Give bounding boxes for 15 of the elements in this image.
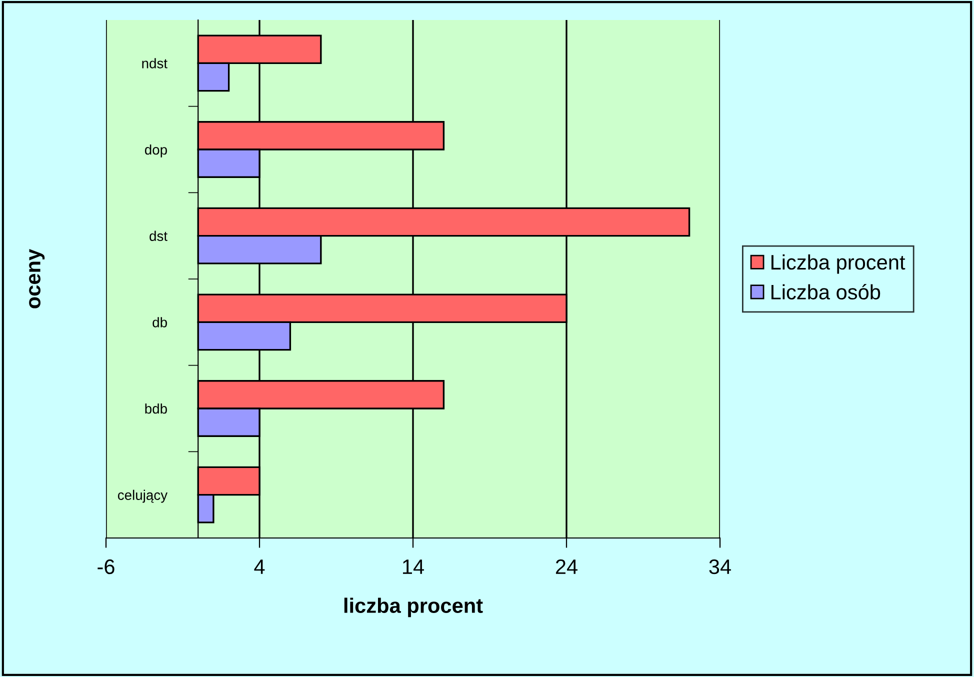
y-axis-title: oceny: [29, 249, 45, 308]
legend-label: Liczba osób: [771, 284, 880, 300]
y-tick-label: celujący: [118, 490, 168, 503]
x-tick-label: 4: [254, 560, 265, 574]
y-tick-label: dop: [144, 144, 167, 158]
x-tick-label: -6: [98, 559, 114, 574]
x-axis-title: liczba procent: [344, 598, 483, 618]
y-tick-label: ndst: [142, 58, 168, 68]
x-tick-label: 34: [709, 559, 731, 574]
y-tick-label: dst: [150, 230, 168, 242]
legend-label: Liczba procent: [771, 254, 906, 274]
x-tick-label: 24: [556, 559, 578, 574]
y-tick-label: db: [152, 317, 167, 328]
y-tick-label: bdb: [145, 403, 167, 414]
x-tick-label: 14: [403, 560, 424, 574]
